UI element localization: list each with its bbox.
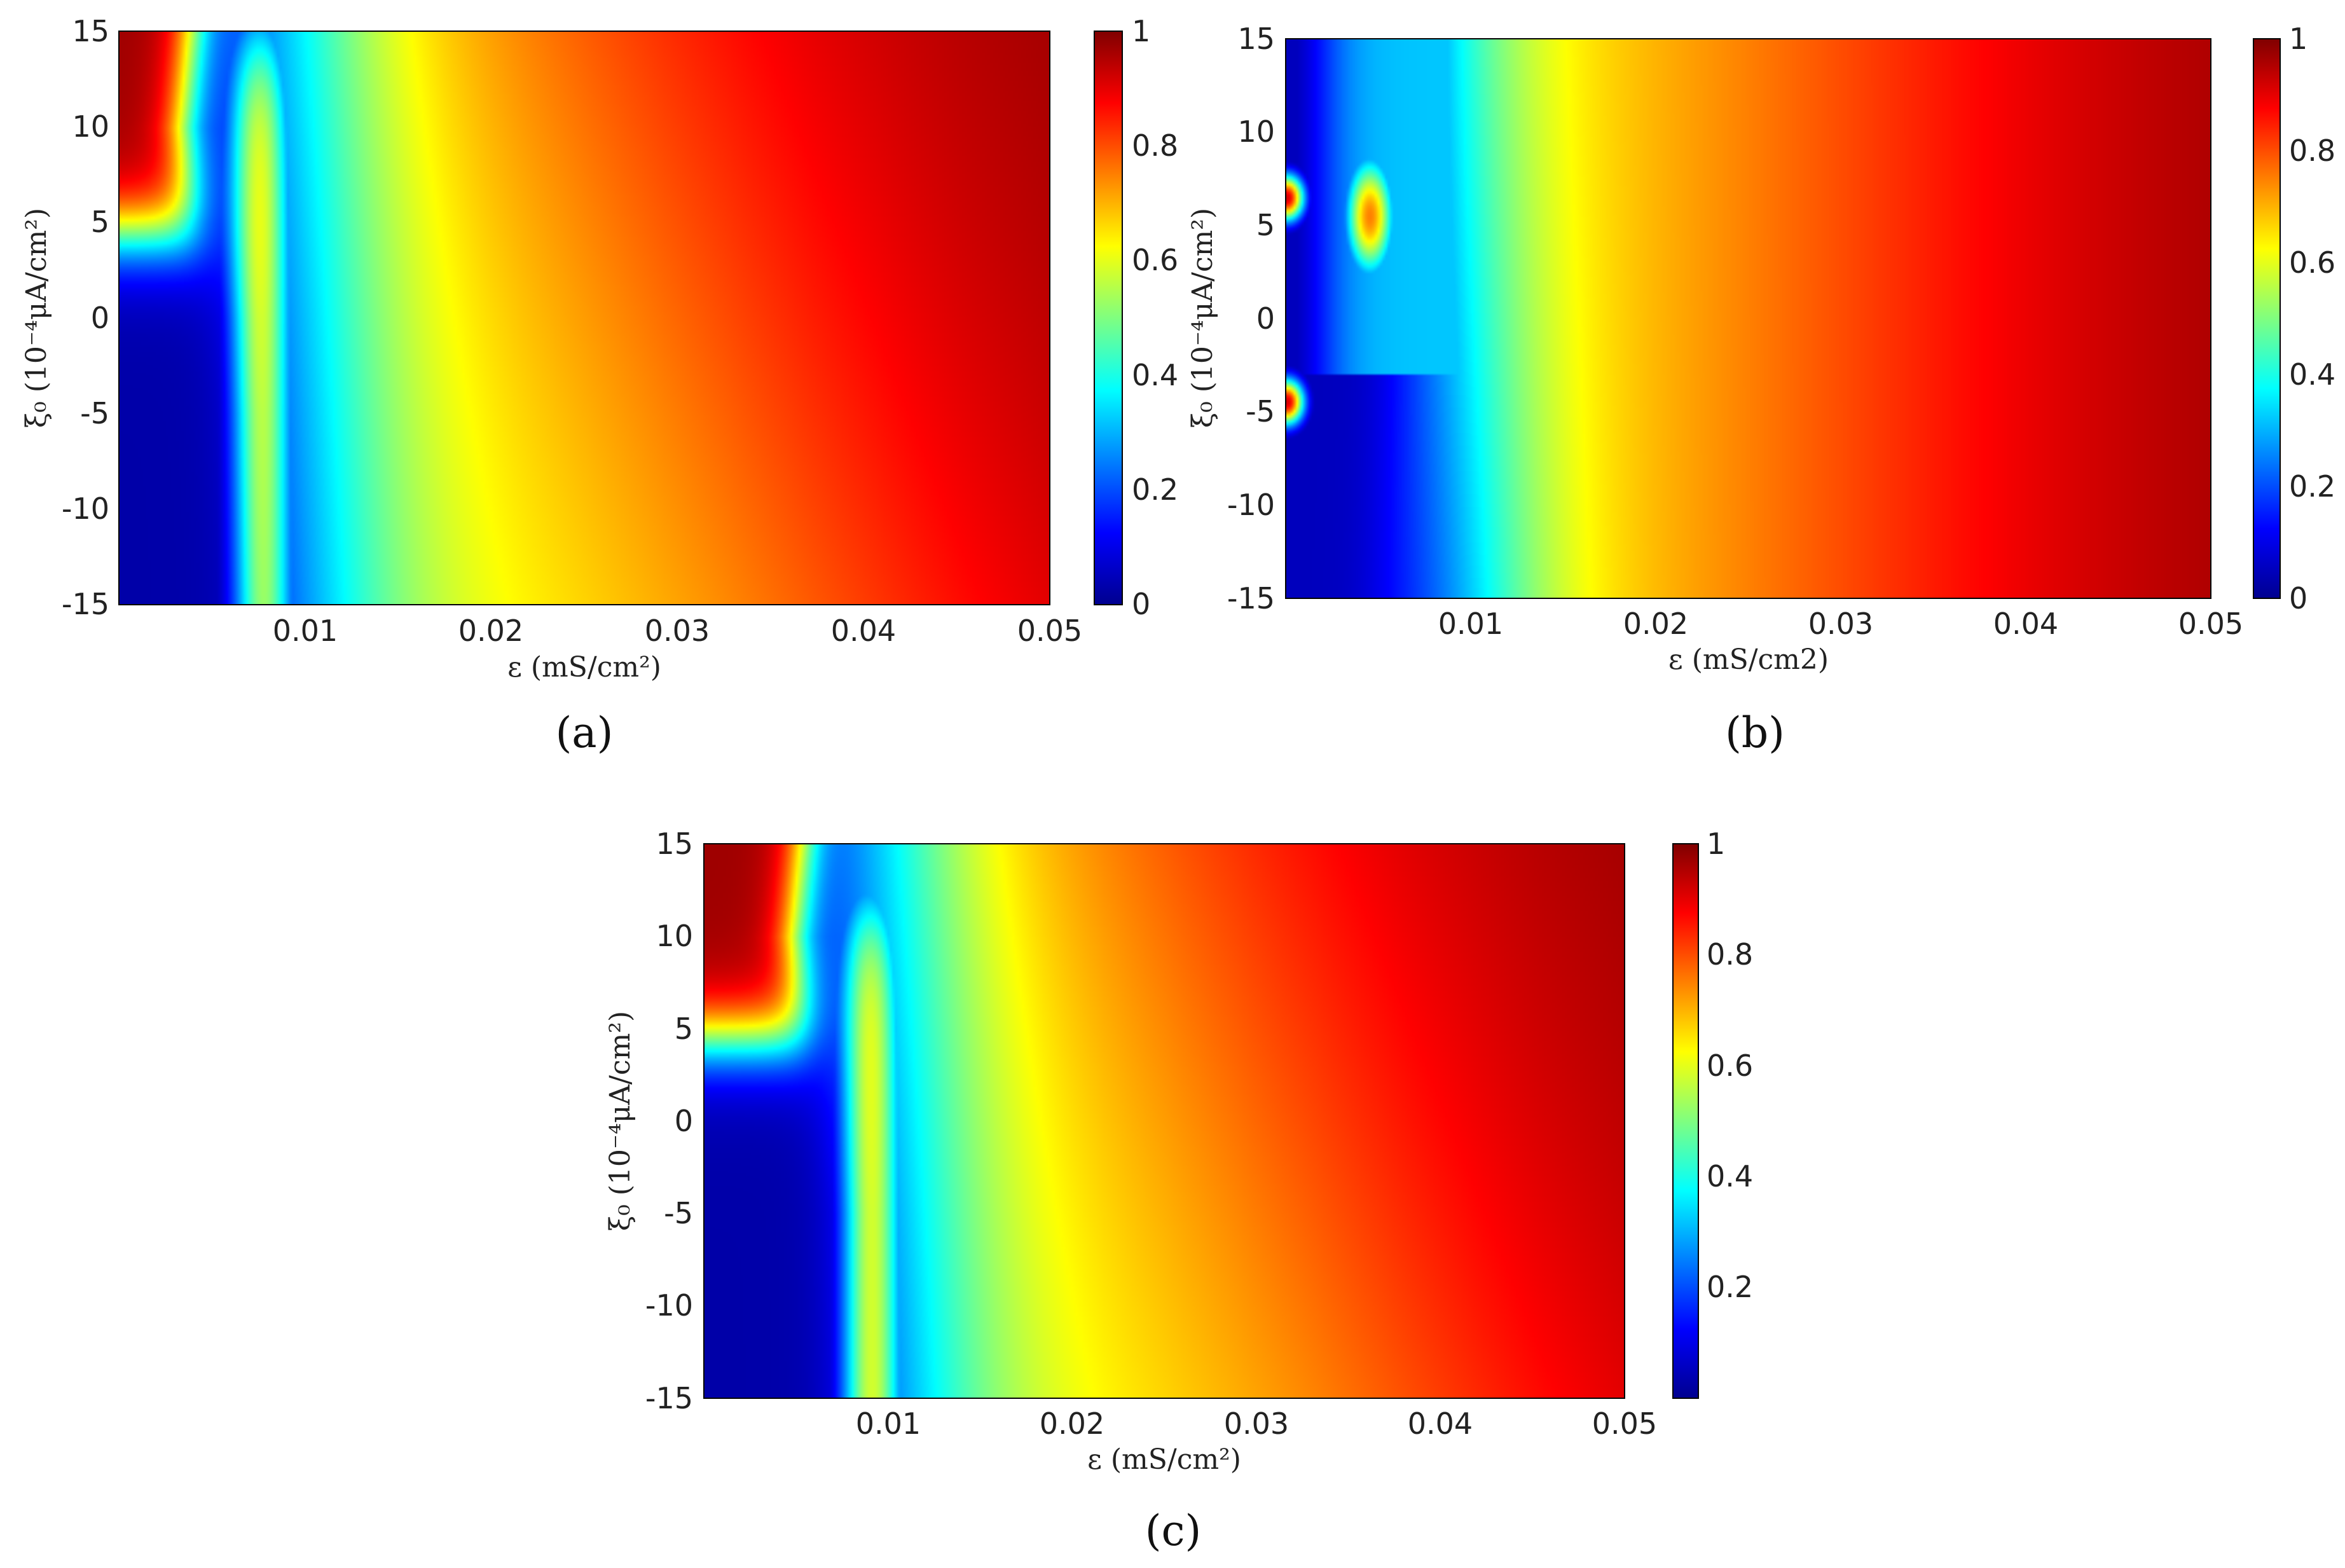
y-tick-labels-c: 15 10 5 0 -5 -10 -15 xyxy=(645,827,693,1415)
x-tick-labels-c: 0.01 0.02 0.03 0.04 0.05 xyxy=(856,1406,1657,1441)
colorbar-tick-label: 0.6 xyxy=(2289,245,2335,280)
y-tick-label: -10 xyxy=(62,492,109,526)
y-tick-label: -15 xyxy=(1227,581,1275,616)
plot-frame-a xyxy=(118,31,1050,605)
colorbar-tick-label: 0.4 xyxy=(2289,357,2335,392)
x-tick-label: 0.02 xyxy=(1040,1406,1104,1441)
y-axis-label-c: ξ₀ (10⁻⁴μA/cm²) xyxy=(604,1011,636,1231)
colorbar-tick-label: 0.8 xyxy=(1707,937,1753,972)
y-tick-label: 5 xyxy=(675,1012,693,1046)
x-tick-label: 0.02 xyxy=(1623,607,1688,641)
x-tick-label: 0.03 xyxy=(645,614,710,648)
heatmap-c xyxy=(704,844,1625,1398)
y-tick-label: -5 xyxy=(664,1196,693,1230)
colorbar-tick-label: 0 xyxy=(2289,581,2307,616)
y-tick-label: 0 xyxy=(675,1104,693,1138)
x-axis-label-b: ε (mS/cm2) xyxy=(1668,643,1829,676)
colorbar-tick-label: 0.8 xyxy=(2289,134,2335,168)
colorbar-ticks-a: 1 0.8 0.6 0.4 0.2 0 xyxy=(1132,14,1178,621)
y-tick-label: 15 xyxy=(72,14,109,48)
colorbar-tick-label: 0 xyxy=(1132,587,1150,621)
x-tick-label: 0.01 xyxy=(1438,607,1503,641)
colorbar-tick-label: 0.6 xyxy=(1707,1049,1753,1083)
colorbar-tick-label: 0.8 xyxy=(1132,128,1178,163)
x-axis-label-a: ε (mS/cm²) xyxy=(507,651,661,684)
y-tick-label: -15 xyxy=(62,587,109,621)
colorbar-tick-label: 1 xyxy=(1707,827,1725,861)
y-tick-label: -5 xyxy=(1246,394,1275,429)
x-axis-label-c: ε (mS/cm²) xyxy=(1087,1443,1241,1476)
colorbar-tick-label: 1 xyxy=(1132,14,1150,48)
panel-b: 15 10 5 0 -5 -10 -15 0.01 0.02 0.03 0.04… xyxy=(1186,22,2335,757)
y-tick-label: -5 xyxy=(80,396,109,430)
colorbar-b xyxy=(2253,38,2281,599)
panel-label-a: (a) xyxy=(556,708,614,757)
plot-frame-c xyxy=(703,843,1625,1399)
colorbar-c xyxy=(1672,843,1699,1399)
y-tick-label: -15 xyxy=(645,1381,693,1415)
x-tick-label: 0.03 xyxy=(1808,607,1873,641)
y-tick-label: 15 xyxy=(656,827,693,861)
y-axis-label-b: ξ₀ (10⁻⁴μA/cm²) xyxy=(1186,208,1219,428)
x-tick-labels-a: 0.01 0.02 0.03 0.04 0.05 xyxy=(273,614,1082,648)
x-tick-label: 0.04 xyxy=(1993,607,2058,641)
y-tick-label: 5 xyxy=(91,205,109,239)
x-tick-label: 0.01 xyxy=(856,1406,921,1441)
x-tick-label: 0.02 xyxy=(458,614,523,648)
y-tick-label: 10 xyxy=(1237,114,1275,149)
x-tick-label: 0.05 xyxy=(1017,614,1082,648)
colorbar-tick-label: 0.4 xyxy=(1707,1159,1753,1193)
colorbar-a xyxy=(1094,31,1123,605)
panel-label-b: (b) xyxy=(1725,708,1785,757)
colorbar-ticks-b: 1 0.8 0.6 0.4 0.2 0 xyxy=(2289,22,2335,616)
x-tick-label: 0.01 xyxy=(273,614,338,648)
colorbar-tick-label: 0.4 xyxy=(1132,358,1178,392)
panel-a: 15 10 5 0 -5 -10 -15 0.01 0.02 0.03 0.04… xyxy=(20,14,1178,757)
colorbar-tick-label: 0.6 xyxy=(1132,243,1178,277)
colorbar-tick-label: 0.2 xyxy=(1707,1270,1753,1304)
panel-c: 15 10 5 0 -5 -10 -15 0.01 0.02 0.03 0.04… xyxy=(604,827,1753,1555)
x-tick-label: 0.03 xyxy=(1224,1406,1289,1441)
colorbar-tick-label: 0.2 xyxy=(1132,472,1178,507)
y-tick-label: 15 xyxy=(1237,22,1275,56)
colorbar-tick-label: 1 xyxy=(2289,22,2307,56)
y-tick-label: -10 xyxy=(1227,488,1275,522)
y-tick-labels-a: 15 10 5 0 -5 -10 -15 xyxy=(62,14,109,621)
panel-label-c: (c) xyxy=(1145,1506,1201,1555)
y-tick-label: 10 xyxy=(656,919,693,953)
y-tick-label: 5 xyxy=(1256,208,1275,242)
heatmap-a xyxy=(119,31,1050,605)
y-tick-label: 0 xyxy=(1256,301,1275,336)
x-tick-label: 0.05 xyxy=(1592,1406,1657,1441)
y-axis-label-a: ξ₀ (10⁻⁴μA/cm²) xyxy=(20,208,53,428)
y-tick-label: 10 xyxy=(72,109,109,144)
heatmap-b xyxy=(1286,39,2211,598)
x-tick-label: 0.05 xyxy=(2178,607,2243,641)
x-tick-label: 0.04 xyxy=(1408,1406,1473,1441)
x-tick-labels-b: 0.01 0.02 0.03 0.04 0.05 xyxy=(1438,607,2243,641)
y-tick-labels-b: 15 10 5 0 -5 -10 -15 xyxy=(1227,22,1275,616)
colorbar-tick-label: 0.2 xyxy=(2289,469,2335,504)
plot-frame-b xyxy=(1285,38,2211,599)
y-tick-label: -10 xyxy=(645,1288,693,1323)
colorbar-ticks-c: 1 0.8 0.6 0.4 0.2 xyxy=(1707,827,1753,1304)
x-tick-label: 0.04 xyxy=(831,614,896,648)
y-tick-label: 0 xyxy=(91,301,109,335)
